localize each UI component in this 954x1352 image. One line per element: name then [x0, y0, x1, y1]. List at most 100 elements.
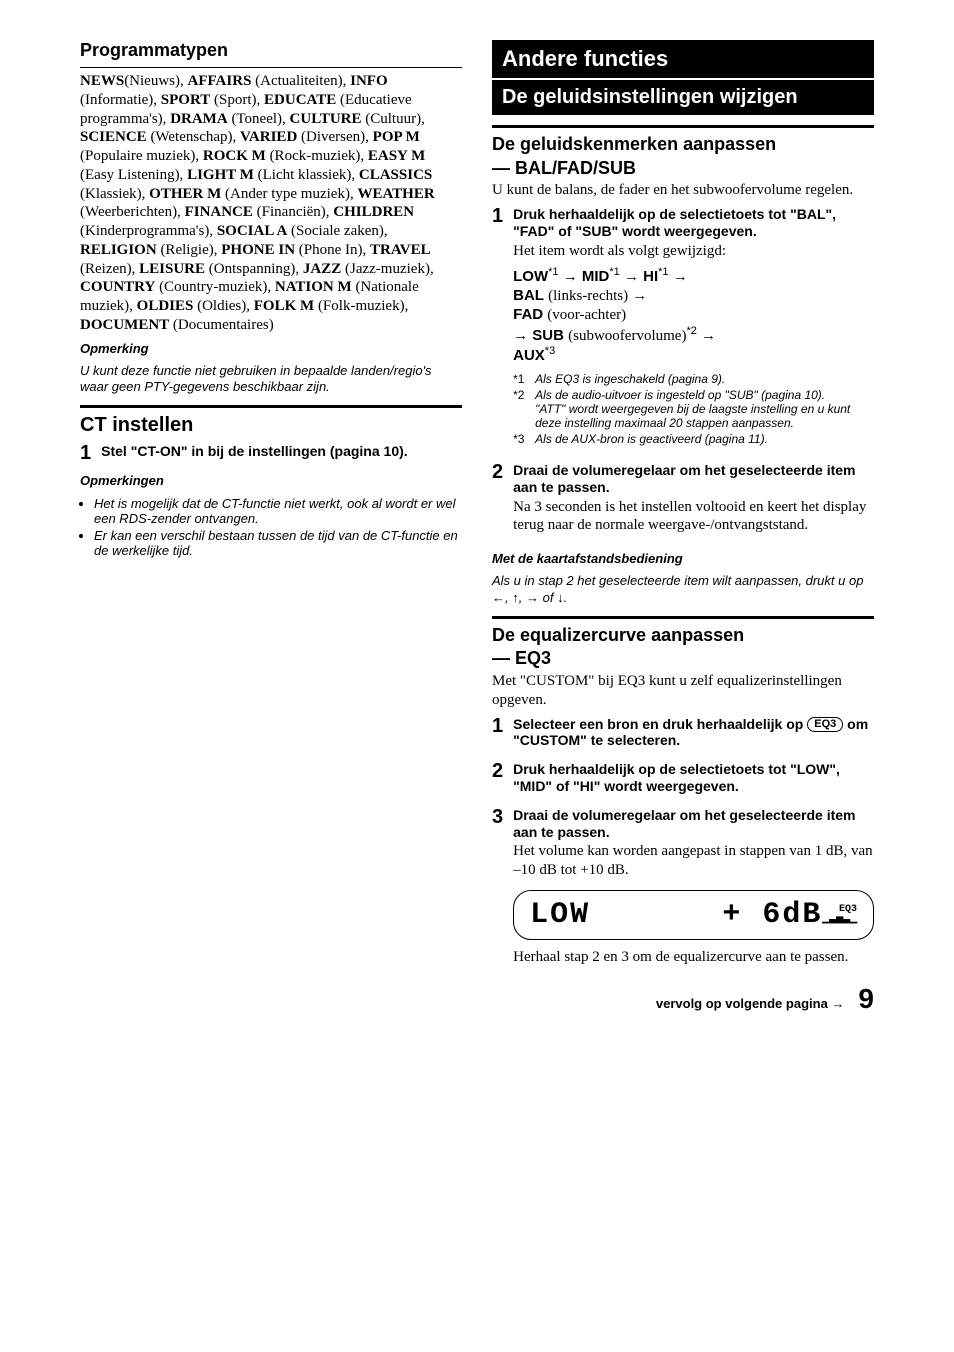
note-text: U kunt deze functie niet gebruiken in be… — [80, 363, 462, 396]
remote-text-a: Als u in stap 2 het geselecteerde item w… — [492, 573, 863, 588]
pty-desc: (Klassiek), — [80, 186, 149, 202]
right-column: Andere functies De geluidsinstellingen w… — [492, 40, 874, 1015]
note-heading: Opmerking — [80, 341, 462, 357]
pty-desc: (Populaire muziek), — [80, 148, 203, 164]
footnote-text: Als de audio-uitvoer is ingesteld op "SU… — [535, 388, 874, 430]
page-footer: vervolg op volgende pagina → 9 — [492, 983, 874, 1015]
pty-desc: (Country-muziek), — [155, 279, 275, 295]
notes-heading: Opmerkingen — [80, 473, 462, 489]
footnote-label: *1 — [513, 372, 531, 386]
seq-sub-desc: (subwoofervolume) — [568, 328, 686, 344]
footnote-ref: *2 — [686, 325, 696, 337]
pty-code: AFFAIRS — [188, 73, 252, 89]
section-bar-main: Andere functies — [492, 40, 874, 78]
page-number: 9 — [858, 983, 874, 1015]
display-eq3-indicator: EQ3 ▁▃▅▃▁ — [822, 905, 857, 924]
footnotes: *1 Als EQ3 is ingeschakeld (pagina 9). *2… — [513, 372, 874, 446]
remote-text-b: of — [543, 590, 557, 605]
note-item: Er kan een verschil bestaan tussen de ti… — [94, 528, 462, 558]
seq-mid: MID — [582, 268, 610, 285]
pty-code: FOLK M — [254, 298, 314, 314]
pty-desc: (Kinderprogramma's), — [80, 223, 217, 239]
pty-code: EASY M — [368, 148, 425, 164]
eq3-button-icon: EQ3 — [807, 717, 843, 732]
balfadsub-steps: 1 Druk herhaaldelijk op de selectietoets… — [492, 206, 874, 541]
step-head: Draai de volumeregelaar om het geselecte… — [513, 807, 874, 841]
pty-code: OLDIES — [137, 298, 194, 314]
arrow-right-icon: → — [624, 268, 643, 285]
step-body-after: Herhaal stap 2 en 3 om de equalizercurve… — [513, 948, 874, 967]
arrow-right-icon: → — [701, 327, 716, 344]
ct-steps: 1 Stel "CT-ON" in bij de instellingen (p… — [80, 443, 462, 463]
arrow-right-icon: → — [673, 268, 688, 285]
step-head: Druk herhaaldelijk op de selectietoets t… — [513, 761, 874, 795]
step-number: 1 — [492, 206, 503, 452]
step-number: 2 — [492, 462, 503, 541]
footnote-ref: *1 — [548, 266, 558, 278]
pty-code: SPORT — [161, 92, 210, 108]
pty-code: ROCK M — [203, 148, 266, 164]
pty-desc: (Nieuws), — [124, 73, 187, 89]
pty-desc: (Easy Listening), — [80, 167, 187, 183]
eq3-heading-1: De equalizercurve aanpassen — [492, 625, 874, 647]
remote-text: Als u in stap 2 het geselecteerde item w… — [492, 573, 874, 606]
left-column: Programmatypen NEWS(Nieuws), AFFAIRS (Ac… — [80, 40, 462, 1015]
pty-desc: (Diversen), — [297, 129, 372, 145]
seq-fad: FAD — [513, 306, 543, 323]
ct-step-head: Stel "CT-ON" in bij de instellingen (pag… — [101, 443, 462, 460]
pty-code: DRAMA — [170, 111, 228, 127]
equalizer-bars-icon: ▁▃▅▃▁ — [822, 914, 857, 924]
ct-heading: CT instellen — [80, 414, 462, 437]
rule — [492, 125, 874, 128]
pty-desc: (Ontspanning), — [205, 261, 303, 277]
step-number: 1 — [80, 443, 91, 463]
balfadsub-intro: U kunt de balans, de fader en het subwoo… — [492, 181, 874, 200]
programtypes-heading: Programmatypen — [80, 40, 462, 61]
pty-desc: (Religie), — [157, 242, 222, 258]
footnote-label: *3 — [513, 432, 531, 446]
pty-desc: (Actualiteiten), — [251, 73, 350, 89]
display-left: LOW — [530, 898, 722, 932]
pty-code: SOCIAL A — [217, 223, 287, 239]
remote-heading: Met de kaartafstandsbediening — [492, 551, 874, 567]
pty-desc: (Wetenschap), — [147, 129, 240, 145]
footnote-text: Als EQ3 is ingeschakeld (pagina 9). — [535, 372, 725, 386]
pty-desc: (Jazz-muziek), — [341, 261, 433, 277]
pty-desc: (Ander type muziek), — [221, 186, 357, 202]
pty-code: NEWS — [80, 73, 124, 89]
footnote-label: *2 — [513, 388, 531, 430]
note-item: Het is mogelijk dat de CT-functie niet w… — [94, 496, 462, 526]
step-number: 2 — [492, 761, 503, 797]
display-mid: + 6dB — [722, 898, 822, 932]
section-bar-sub: De geluidsinstellingen wijzigen — [492, 80, 874, 115]
pty-desc: (Documentaires) — [169, 317, 274, 333]
pty-code: COUNTRY — [80, 279, 155, 295]
step-number: 3 — [492, 807, 503, 973]
pty-code: WEATHER — [357, 186, 434, 202]
seq-aux: AUX — [513, 347, 545, 364]
pty-code: VARIED — [240, 129, 297, 145]
pty-code: CLASSICS — [359, 167, 432, 183]
eq3-intro: Met "CUSTOM" bij EQ3 kunt u zelf equaliz… — [492, 672, 874, 710]
pty-code: LEISURE — [139, 261, 205, 277]
balfadsub-heading-1: De geluidskenmerken aanpassen — [492, 134, 874, 156]
step-head: Draai de volumeregelaar om het geselecte… — [513, 462, 874, 496]
step-head: Selecteer een bron en druk herhaaldelijk… — [513, 716, 874, 750]
pty-desc: (Weerberichten), — [80, 204, 185, 220]
footnote-text: Als de AUX-bron is geactiveerd (pagina 1… — [535, 432, 768, 446]
seq-bal-desc: (links-rechts) — [548, 288, 628, 304]
pty-code: NATION M — [275, 279, 352, 295]
pty-code: SCIENCE — [80, 129, 147, 145]
pty-code: OTHER M — [149, 186, 221, 202]
pty-desc: (Oldies), — [193, 298, 253, 314]
programtypes-list: NEWS(Nieuws), AFFAIRS (Actualiteiten), I… — [80, 72, 462, 335]
step-body: Het volume kan worden aangepast in stapp… — [513, 842, 874, 880]
arrow-right-icon: → — [513, 327, 532, 344]
seq-low: LOW — [513, 268, 548, 285]
pty-desc: (Cultuur), — [362, 111, 425, 127]
arrow-left-icon: ← — [492, 590, 505, 605]
pty-desc: (Phone In), — [295, 242, 370, 258]
pty-code: RELIGION — [80, 242, 157, 258]
step-body: Na 3 seconden is het instellen voltooid … — [513, 498, 874, 536]
pty-desc: (Folk-muziek), — [314, 298, 408, 314]
